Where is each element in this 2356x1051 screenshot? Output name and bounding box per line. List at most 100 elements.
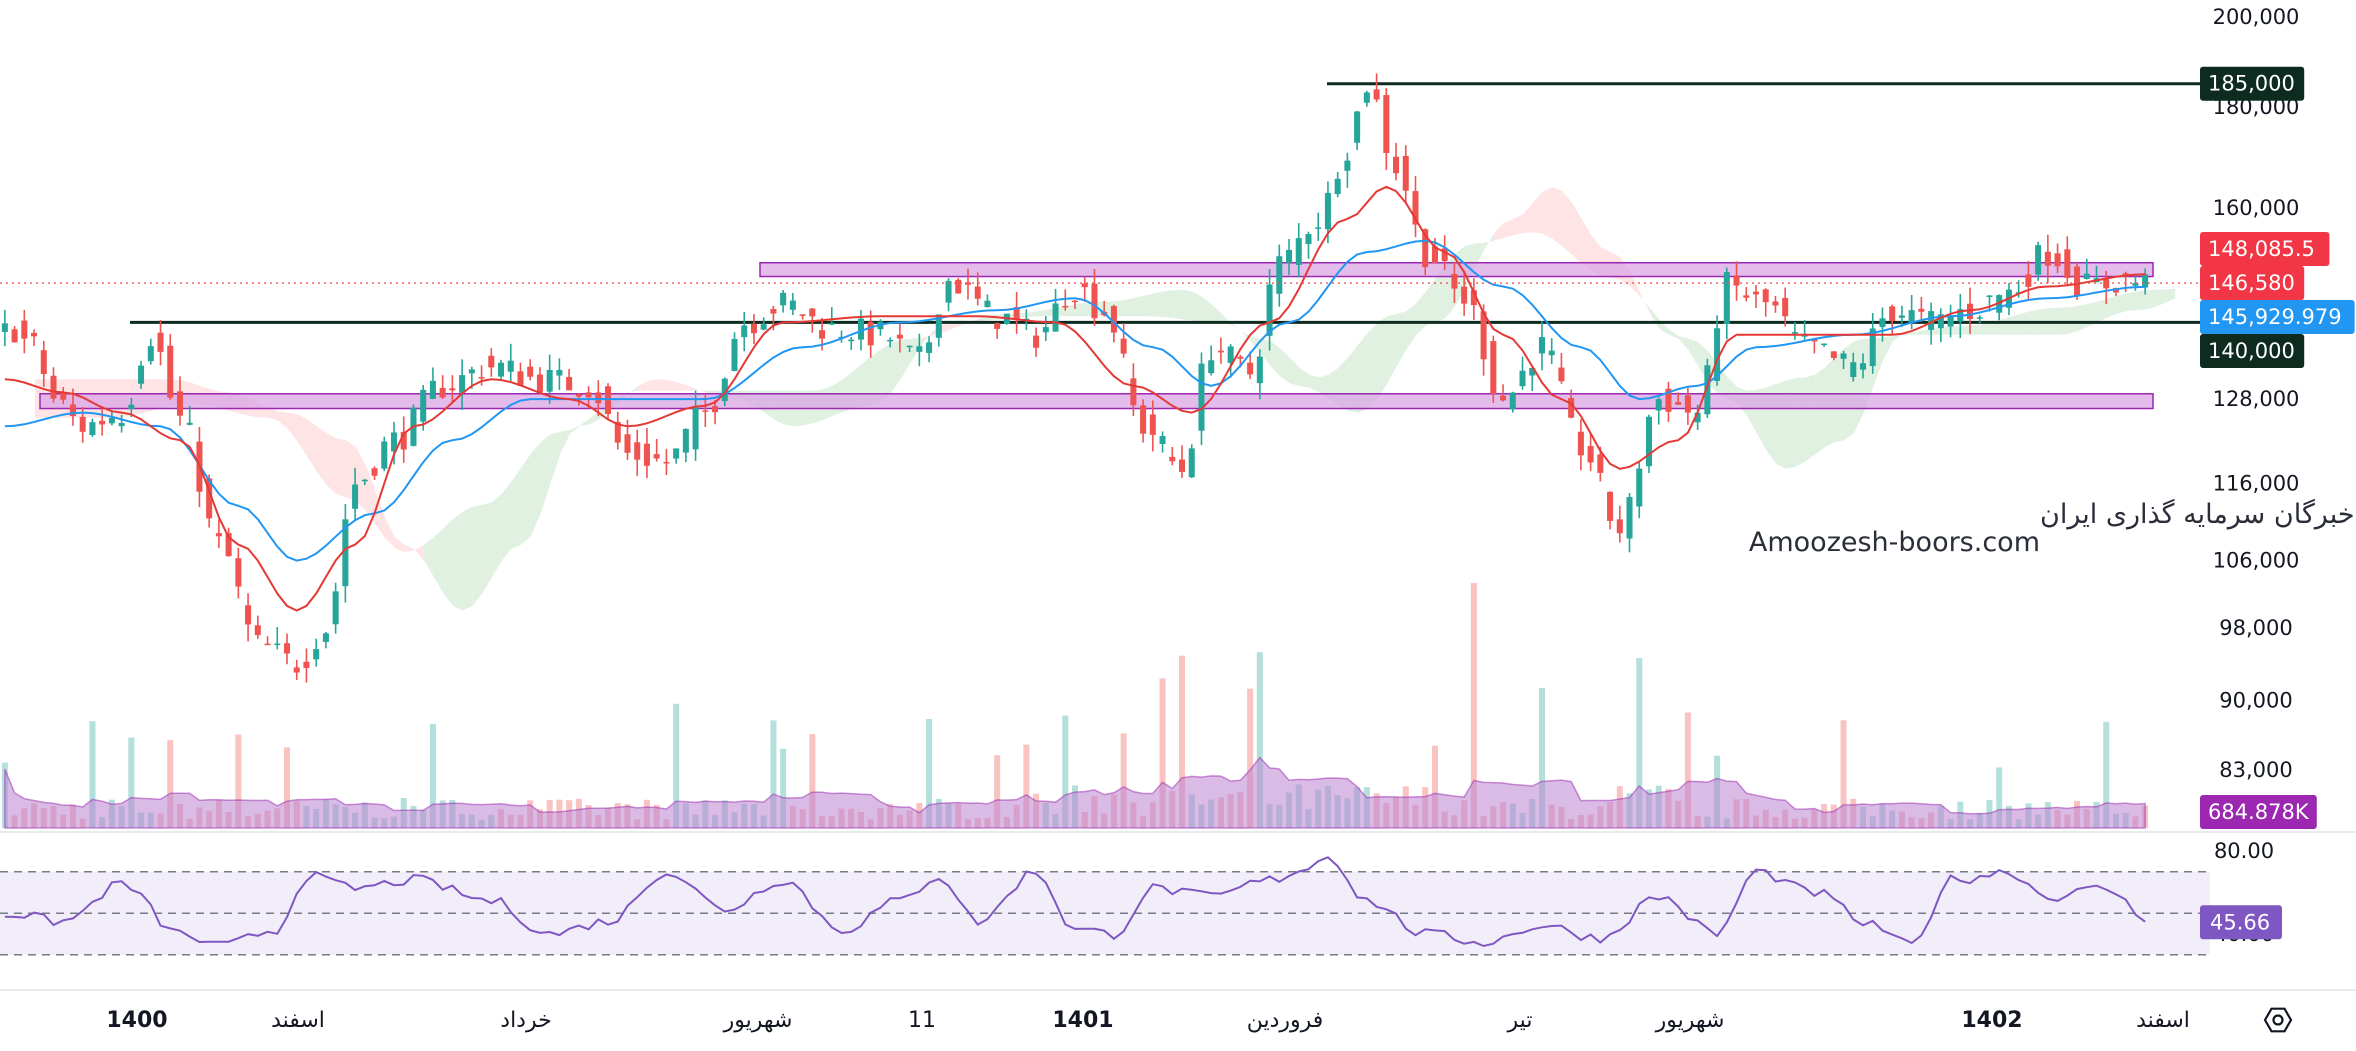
ema-fast-line (4, 185, 2146, 612)
price-tick-label: 106,000 (2213, 549, 2300, 573)
candle (1081, 276, 1088, 302)
cloud-segment (667, 380, 677, 391)
cloud-segment (2126, 291, 2137, 312)
candle (984, 294, 991, 308)
candle (1519, 356, 1526, 390)
zone-rect[interactable] (39, 393, 2154, 410)
candle (167, 334, 174, 400)
cloud-segment (472, 504, 483, 606)
candle (1354, 110, 1361, 151)
price-axis[interactable]: 200,000180,000160,000128,000116,000106,0… (2213, 5, 2300, 782)
candle (283, 633, 291, 665)
candle (517, 362, 524, 387)
cloud-segment (1202, 296, 1213, 323)
candle (799, 314, 806, 320)
cloud-segment (1533, 191, 1543, 234)
candle (1762, 288, 1769, 317)
price-tag-label: 145,929.979 (2208, 305, 2342, 329)
cloud-segment (521, 453, 532, 545)
candle (1295, 223, 1302, 278)
candle (702, 394, 709, 428)
candle (1120, 323, 1127, 358)
candle (1801, 319, 1808, 340)
cloud-segment (1182, 289, 1193, 321)
candle (760, 317, 767, 331)
time-axis[interactable]: 1400 اسفند خرداد شهریور 11 1401 فروردین تیر شهری… (106, 1008, 2190, 1033)
cloud-segment (355, 446, 366, 511)
candle (2064, 236, 2071, 285)
candle (400, 416, 407, 463)
candle (1363, 90, 1370, 107)
cloud-segment (394, 537, 405, 553)
cloud-segment (336, 438, 347, 498)
candle (780, 290, 787, 313)
cloud-segment (2000, 316, 2010, 335)
candle (235, 547, 242, 599)
cloud-segment (1396, 311, 1407, 367)
cloud-segment (1951, 326, 1962, 335)
candle (108, 411, 115, 426)
candle (118, 414, 125, 433)
volume-bar (780, 748, 787, 828)
cloud-segment (1027, 311, 1037, 317)
candle (459, 359, 466, 411)
candle (1013, 291, 1020, 334)
candle (2035, 241, 2042, 281)
time-tick-label: اسفند (2136, 1008, 2190, 1033)
candle (935, 314, 942, 347)
volume-bar (926, 719, 933, 828)
rsi-current-label: 45.66 (2210, 910, 2270, 934)
volume-bar (1538, 688, 1545, 828)
watermark-line1: انجمن خبرگان سرمایه گذاری ایران (2040, 498, 2356, 530)
volume-bar (1178, 655, 1186, 828)
candle (1976, 315, 1983, 324)
cloud-segment (326, 433, 337, 495)
candle (206, 474, 213, 528)
candle (867, 310, 874, 358)
cloud-segment (910, 338, 921, 364)
candle (1305, 231, 1312, 259)
candle (138, 360, 145, 389)
candle (663, 448, 670, 476)
candle (1869, 313, 1876, 374)
cloud-segment (1678, 336, 1689, 351)
cloud-segment (1280, 348, 1290, 384)
price-tag-ema_fast: 148,085.5 (2200, 232, 2330, 266)
price-tag-ema_slow: 145,929.979 (2200, 300, 2355, 334)
cloud-segment (900, 338, 911, 380)
candle (1548, 338, 1555, 365)
cloud-segment (1562, 191, 1572, 255)
cloud-segment (550, 431, 561, 484)
cloud-segment (1494, 222, 1504, 241)
candle (2074, 262, 2081, 300)
candle (322, 632, 329, 649)
time-tick-label: اسفند (271, 1008, 325, 1033)
candle (887, 337, 894, 348)
candle (692, 390, 699, 461)
candle (1607, 491, 1614, 530)
candle (994, 322, 1001, 339)
gear-hexagon-icon[interactable] (2263, 1007, 2293, 1033)
cloud-segment (1649, 307, 1660, 329)
cloud-segment (1231, 323, 1242, 332)
candle (1393, 142, 1400, 181)
volume-bar (1062, 715, 1069, 828)
candle (1529, 366, 1536, 392)
candle (1402, 145, 1409, 204)
cloud-segment (297, 414, 308, 457)
candle (1412, 175, 1419, 238)
time-tick-label: 1401 (1052, 1008, 1113, 1033)
cloud-segment (1357, 332, 1368, 413)
cloud-segment (2145, 289, 2156, 310)
candle (1791, 322, 1798, 340)
candle (1500, 384, 1507, 402)
time-tick-label: تیر (1507, 1008, 1533, 1033)
candle (225, 527, 232, 557)
cloud-segment (881, 343, 891, 403)
cloud-segment (1513, 214, 1524, 236)
time-tick-label: خرداد (500, 1008, 551, 1033)
candle (245, 593, 252, 642)
candle (1898, 305, 1905, 328)
volume-bars (1, 583, 2149, 828)
